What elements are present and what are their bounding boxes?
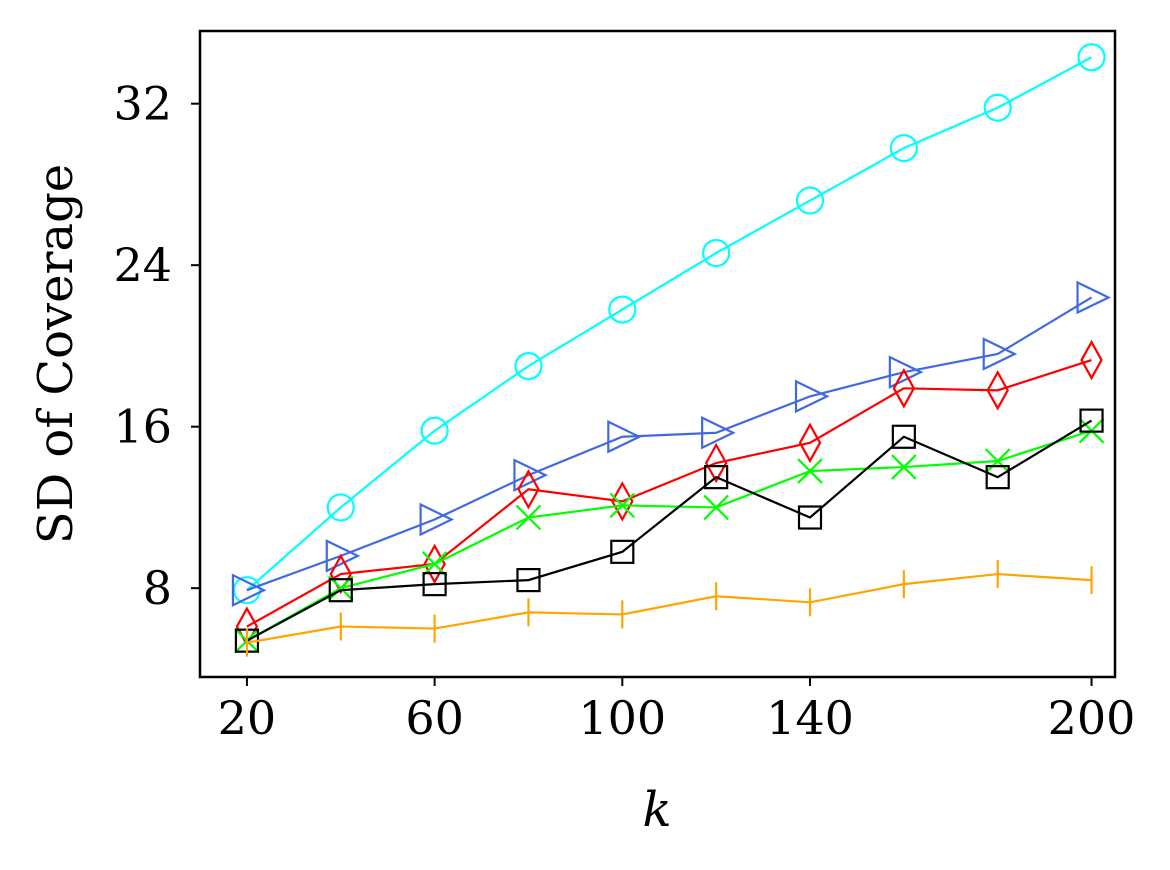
data-point-red-diamond — [1080, 339, 1103, 381]
series-line-blue-triangle — [246, 296, 1093, 592]
data-point-blue-triangle — [888, 355, 924, 389]
series-blue-triangle — [231, 280, 1112, 607]
x-tick-label: 140 — [766, 691, 854, 745]
data-point-red-diamond — [517, 468, 540, 510]
y-tick-label: 32 — [113, 77, 172, 131]
data-point-blue-triangle — [1076, 280, 1112, 315]
series-orange-tick — [245, 560, 1093, 657]
data-point-red-diamond — [704, 442, 728, 484]
data-point-green-x — [891, 454, 917, 480]
series-line-black-square — [246, 419, 1093, 642]
x-tick-label: 60 — [405, 691, 464, 745]
data-point-cyan-circle — [326, 493, 355, 522]
data-point-cyan-circle — [702, 238, 731, 268]
data-point-blue-triangle — [701, 415, 736, 450]
data-point-black-square — [422, 572, 447, 597]
series-line-orange-tick — [246, 572, 1092, 644]
data-point-blue-triangle — [794, 379, 830, 414]
data-point-blue-triangle — [982, 337, 1018, 371]
series-red-diamond — [235, 339, 1103, 647]
x-axis-label: k — [642, 782, 671, 838]
y-tick-label: 16 — [113, 400, 172, 454]
data-point-blue-triangle — [231, 573, 267, 607]
data-point-cyan-circle — [1077, 43, 1106, 72]
data-point-red-diamond — [798, 422, 822, 464]
data-point-black-square — [985, 465, 1010, 490]
data-point-black-square — [797, 505, 823, 530]
series-green-x — [234, 417, 1105, 654]
series-layer — [231, 43, 1112, 657]
data-point-cyan-circle — [514, 352, 543, 381]
data-point-green-x — [797, 458, 823, 484]
y-tick-label: 8 — [143, 561, 172, 615]
data-point-black-square — [1079, 408, 1104, 433]
series-line-green-x — [246, 429, 1092, 642]
data-point-black-square — [704, 465, 729, 490]
data-point-black-square — [516, 567, 541, 593]
data-point-cyan-circle — [795, 186, 825, 215]
series-cyan-circle — [232, 43, 1106, 605]
data-point-green-x — [703, 494, 729, 521]
data-point-green-x — [609, 492, 636, 519]
y-axis-label: SD of Coverage — [28, 164, 84, 544]
ticks-layer: 20 60 100 140 200 8 16 24 32 — [113, 77, 1135, 745]
data-point-cyan-circle — [420, 416, 449, 445]
y-tick-label: 24 — [113, 238, 172, 292]
data-point-red-diamond — [892, 368, 916, 409]
data-point-red-diamond — [329, 553, 353, 595]
data-point-black-square — [891, 424, 916, 449]
plot-area-frame — [198, 29, 1117, 679]
x-tick-label: 100 — [578, 691, 666, 745]
data-point-green-x — [984, 448, 1011, 474]
data-point-red-diamond — [986, 370, 1009, 411]
data-point-cyan-circle — [608, 295, 637, 324]
x-tick-label: 20 — [218, 691, 277, 745]
x-tick-label: 200 — [1048, 691, 1136, 745]
series-line-red-diamond — [246, 359, 1092, 628]
series-black-square — [234, 408, 1104, 653]
data-point-cyan-circle — [889, 133, 918, 163]
data-point-blue-triangle — [513, 458, 548, 492]
data-point-black-square — [610, 539, 635, 564]
data-point-cyan-circle — [983, 93, 1012, 122]
data-point-blue-triangle — [607, 420, 642, 454]
series-line-cyan-circle — [246, 56, 1093, 592]
data-point-blue-triangle — [325, 539, 361, 573]
data-point-blue-triangle — [419, 502, 455, 537]
data-point-green-x — [515, 504, 542, 531]
data-point-green-x — [421, 551, 448, 577]
data-point-red-diamond — [611, 481, 634, 522]
data-point-black-square — [328, 578, 353, 603]
